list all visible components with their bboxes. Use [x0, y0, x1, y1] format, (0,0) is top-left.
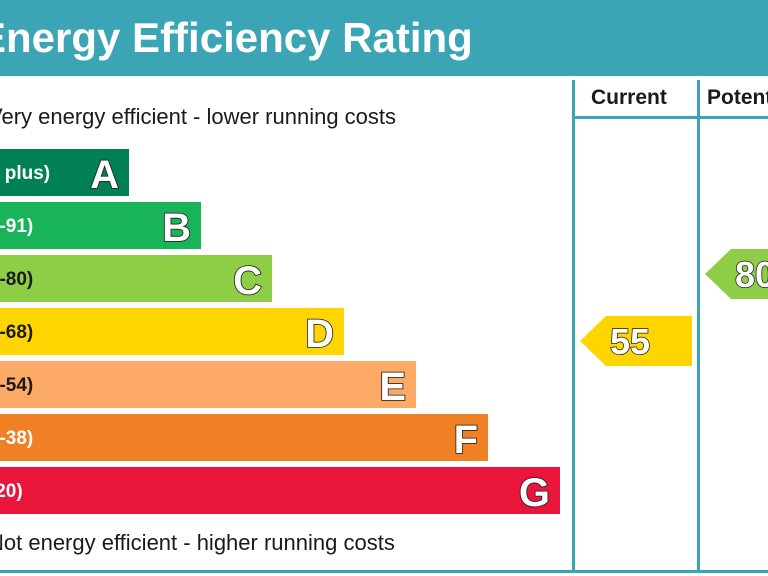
- band-b-range: (81-91): [0, 216, 33, 237]
- column-divider-right: [697, 80, 700, 572]
- column-divider-left: [572, 80, 575, 572]
- potential-column-header: Potential: [707, 86, 768, 109]
- band-e-letter: E: [379, 365, 406, 409]
- band-g-range: (1-20): [0, 481, 23, 502]
- band-g: [0, 467, 560, 514]
- band-f-range: (21-38): [0, 428, 33, 449]
- header-bar: Energy Efficiency Rating: [0, 0, 768, 76]
- bottom-rule: [0, 570, 768, 573]
- band-c: [0, 255, 272, 302]
- band-e-range: (39-54): [0, 375, 33, 396]
- band-g-letter: G: [519, 471, 550, 515]
- bottom-note: Not energy efficient - higher running co…: [0, 530, 395, 555]
- band-f-letter: F: [454, 418, 478, 462]
- band-b-letter: B: [162, 206, 191, 250]
- band-c-range: (69-80): [0, 269, 33, 290]
- top-note: Very energy efficient - lower running co…: [0, 104, 397, 129]
- band-d-letter: D: [305, 312, 334, 356]
- page-title: Energy Efficiency Rating: [0, 14, 473, 61]
- potential-rating-value: 80: [735, 254, 768, 295]
- band-c-letter: C: [233, 259, 262, 303]
- band-a-letter: A: [90, 153, 119, 197]
- band-a-range: (92 plus): [0, 163, 50, 184]
- band-f: [0, 414, 488, 461]
- band-a: [0, 149, 129, 196]
- current-column-header: Current: [591, 86, 667, 109]
- band-b: [0, 202, 201, 249]
- current-rating-arrow: [580, 316, 692, 366]
- band-d-range: (55-68): [0, 322, 33, 343]
- band-d: [0, 308, 344, 355]
- current-rating-value: 55: [610, 321, 650, 362]
- column-header-rule: [572, 116, 768, 119]
- potential-rating-arrow: [705, 249, 768, 299]
- band-e: [0, 361, 416, 408]
